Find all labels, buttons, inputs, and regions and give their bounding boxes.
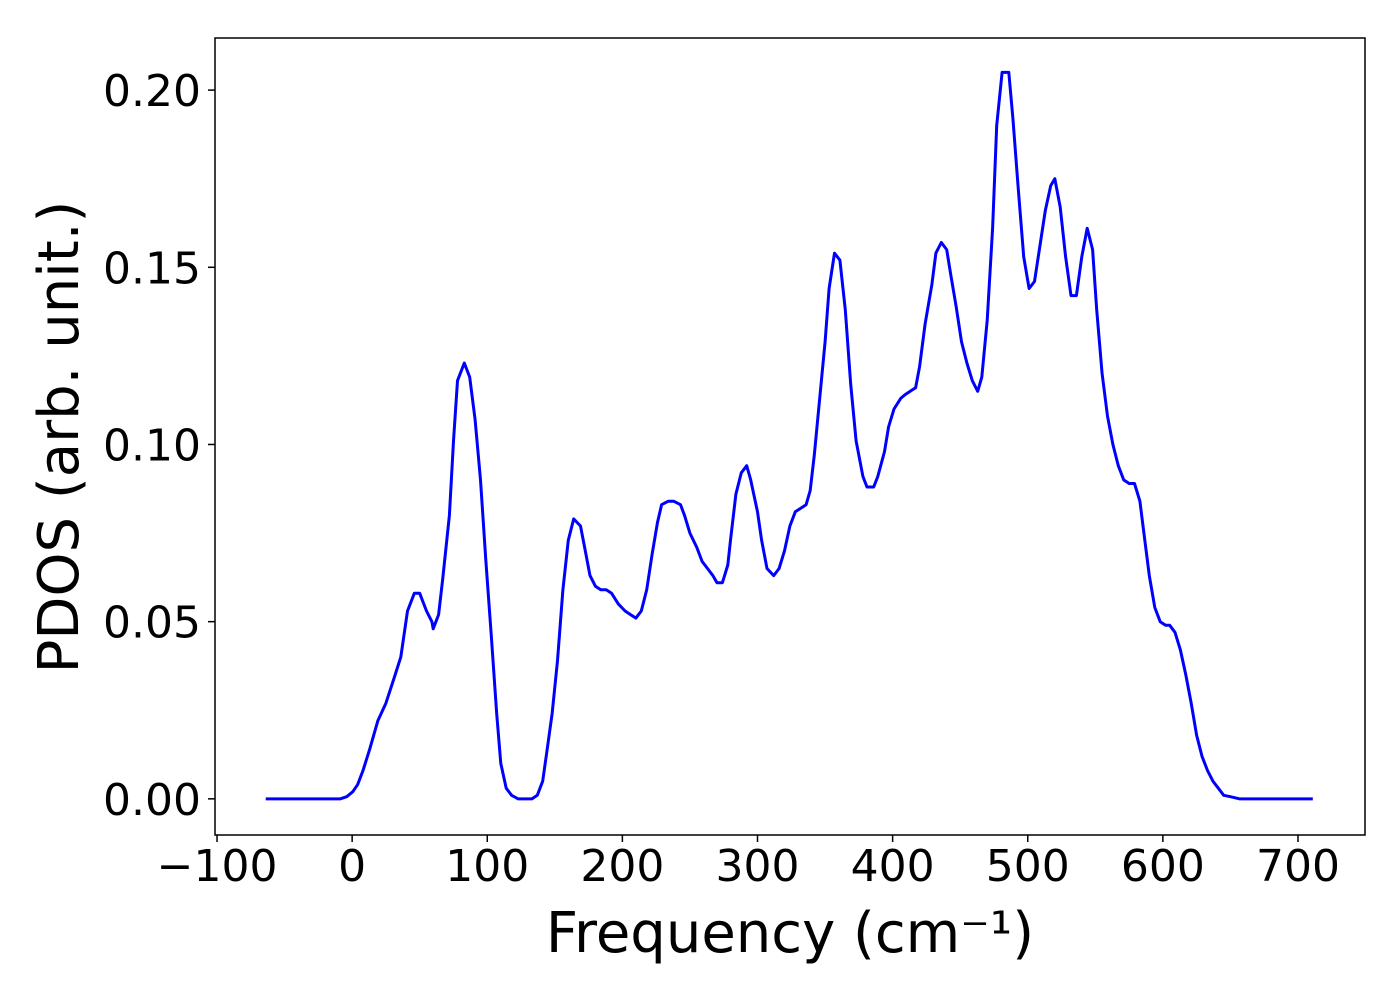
x-tick-label: 0 — [338, 841, 366, 892]
x-tick-label: −100 — [157, 841, 278, 892]
y-axis-label: PDOS (arb. unit.) — [27, 201, 92, 674]
x-tick-label: 500 — [986, 841, 1070, 892]
x-tick-label: 600 — [1121, 841, 1205, 892]
x-tick-label: 100 — [445, 841, 529, 892]
y-tick-label: 0.05 — [103, 598, 201, 649]
y-tick-label: 0.00 — [103, 775, 201, 826]
y-tick-label: 0.20 — [103, 66, 201, 117]
line-series — [265, 70, 1313, 801]
x-tick-label: 300 — [716, 841, 800, 892]
y-tick-label: 0.10 — [103, 420, 201, 471]
x-tick-label: 200 — [580, 841, 664, 892]
x-tick-label: 700 — [1256, 841, 1340, 892]
x-axis-label: Frequency (cm⁻¹) — [546, 901, 1034, 966]
x-tick-label: 400 — [851, 841, 935, 892]
plot-frame — [214, 37, 1366, 836]
y-tick-label: 0.15 — [103, 243, 201, 294]
